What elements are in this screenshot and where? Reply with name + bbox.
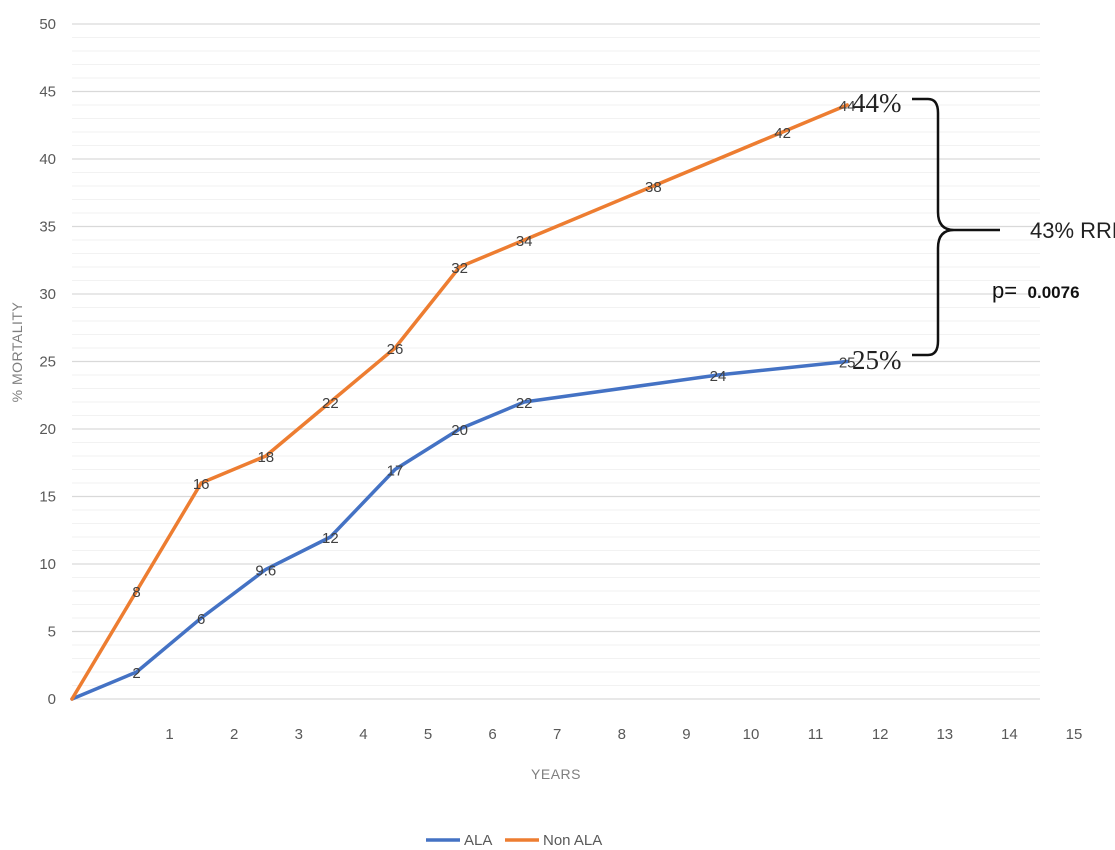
data-label: 38 <box>645 179 662 196</box>
y-tick-label: 45 <box>39 84 56 101</box>
x-tick-label: 4 <box>359 726 367 743</box>
x-tick-label: 11 <box>808 726 824 743</box>
x-tick-label: 15 <box>1066 726 1083 743</box>
y-tick-label: 20 <box>39 421 56 438</box>
data-label: 2 <box>132 665 140 682</box>
annotation-top-value: 44% <box>852 88 902 118</box>
x-tick-label: 7 <box>553 726 561 743</box>
y-tick-label: 0 <box>48 691 56 708</box>
data-label: 22 <box>516 395 533 412</box>
x-tick-label: 10 <box>743 726 760 743</box>
data-label: 16 <box>193 476 210 493</box>
y-tick-label: 15 <box>39 489 56 506</box>
data-label: 32 <box>451 260 468 277</box>
data-label: 22 <box>322 395 339 412</box>
x-tick-label: 9 <box>682 726 690 743</box>
x-tick-label: 2 <box>230 726 238 743</box>
data-label: 20 <box>451 422 468 439</box>
x-tick-label: 13 <box>936 726 953 743</box>
x-tick-label: 5 <box>424 726 432 743</box>
data-label: 12 <box>322 530 339 547</box>
p-value: 0.0076 <box>1028 283 1080 302</box>
y-tick-label: 40 <box>39 151 56 168</box>
data-label: 42 <box>774 125 791 142</box>
data-label: 17 <box>387 463 404 480</box>
x-axis-ticks: 1 2 3 4 5 6 7 8 9 10 11 12 13 14 15 <box>165 726 1082 743</box>
data-label: 34 <box>516 233 533 250</box>
data-label: 44 <box>839 98 856 115</box>
series-line-non-ala <box>70 103 849 701</box>
series-lines <box>70 103 849 701</box>
x-tick-label: 1 <box>165 726 173 743</box>
y-tick-label: 5 <box>48 624 56 641</box>
y-tick-label: 50 <box>39 16 56 33</box>
difference-brace <box>912 97 1000 357</box>
series-line-ala <box>70 359 849 701</box>
y-tick-label: 25 <box>39 354 56 371</box>
gridlines <box>72 23 1040 686</box>
data-label: 18 <box>257 449 274 466</box>
brace-path <box>912 97 960 357</box>
x-axis-title: YEARS <box>531 766 581 782</box>
x-tick-label: 3 <box>295 726 303 743</box>
annotation-bottom-value: 25% <box>852 345 902 375</box>
data-label: 8 <box>132 584 140 601</box>
annotation-rrr: 43% RRR <box>1030 218 1115 243</box>
p-prefix: p= <box>992 278 1017 303</box>
y-axis-title: % MORTALITY <box>9 302 25 403</box>
annotation-p-value: p= 0.0076 <box>992 278 1080 303</box>
y-tick-label: 10 <box>39 556 56 573</box>
y-tick-label: 35 <box>39 219 56 236</box>
data-label: 26 <box>387 341 404 358</box>
x-tick-label: 14 <box>1001 726 1018 743</box>
legend-label: ALA <box>464 832 492 849</box>
data-label: 24 <box>710 368 727 385</box>
legend: ALA Non ALA <box>426 832 602 849</box>
y-tick-label: 30 <box>39 286 56 303</box>
legend-label: Non ALA <box>543 832 602 849</box>
data-label: 25 <box>839 355 856 372</box>
x-tick-label: 12 <box>872 726 889 743</box>
x-tick-label: 6 <box>488 726 496 743</box>
data-label: 9.6 <box>255 562 276 579</box>
y-axis-ticks: 0 5 10 15 20 25 30 35 40 45 50 <box>39 16 56 708</box>
data-label: 6 <box>197 611 205 628</box>
x-tick-label: 8 <box>618 726 626 743</box>
